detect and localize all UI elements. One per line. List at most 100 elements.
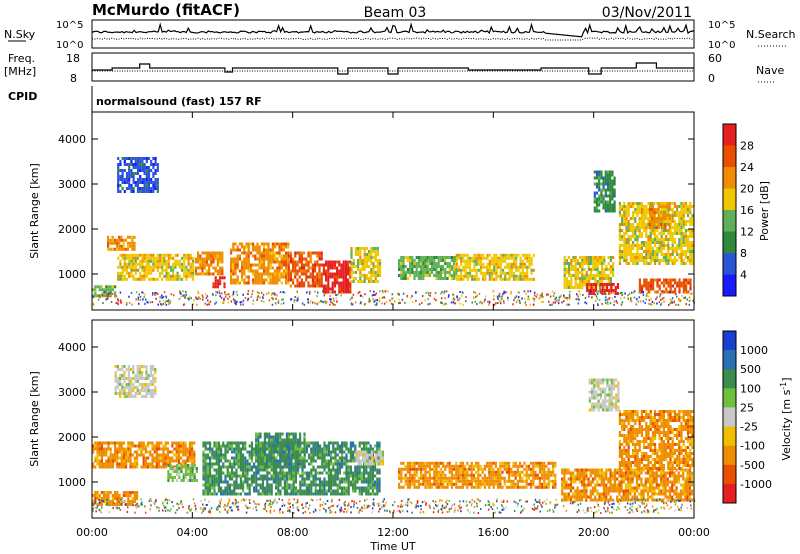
echo-cell (217, 456, 220, 460)
echo-cell (278, 269, 281, 273)
echo-cell (222, 465, 225, 469)
echo-cell (292, 492, 295, 496)
echo-cell (238, 269, 241, 273)
echo-cell (605, 289, 609, 292)
echo-cell (570, 280, 573, 283)
echo-cell (125, 456, 128, 460)
echo-cell (303, 453, 306, 457)
echo-cell (156, 265, 159, 269)
echo-cell (209, 468, 212, 472)
echo-cell (143, 169, 146, 172)
echo-cell (166, 456, 169, 460)
echo-cell (528, 253, 531, 257)
echo-cell (149, 450, 152, 454)
noise-cell (202, 298, 204, 301)
echo-cell (431, 256, 434, 259)
noise-cell (205, 296, 208, 299)
echo-cell (428, 271, 431, 274)
echo-cell (209, 492, 212, 496)
echo-cell (323, 456, 326, 460)
echo-cell (431, 265, 434, 268)
noise-cell (277, 299, 280, 302)
echo-cell (638, 253, 641, 256)
noise-cell (669, 302, 671, 305)
echo-cell (376, 268, 379, 271)
echo-cell (512, 259, 516, 263)
echo-cell (666, 205, 669, 208)
echo-cell (96, 503, 99, 506)
noise-cell (554, 297, 557, 300)
echo-cell (521, 262, 524, 266)
echo-cell (220, 456, 223, 460)
echo-cell (415, 271, 418, 274)
echo-cell (228, 471, 231, 475)
echo-cell (215, 456, 218, 460)
echo-cell (689, 235, 692, 238)
echo-cell (680, 253, 683, 256)
echo-cell (98, 441, 101, 445)
echo-cell (128, 157, 131, 160)
noise-cell (316, 295, 318, 298)
echo-cell (123, 160, 126, 163)
echo-cell (365, 277, 368, 280)
echo-cell (651, 256, 654, 259)
echo-cell (400, 277, 403, 280)
noise-cell (324, 292, 327, 295)
echo-cell (667, 281, 670, 285)
echo-cell (256, 272, 259, 276)
echo-cell (294, 450, 297, 454)
noise-cell (659, 295, 661, 298)
echo-cell (687, 205, 690, 208)
echo-cell (92, 294, 95, 298)
echo-cell (294, 260, 297, 264)
noise-cell (215, 290, 217, 293)
echo-cell (319, 492, 322, 496)
echo-cell (298, 257, 301, 261)
echo-cell (167, 262, 170, 266)
echo-cell (338, 486, 341, 490)
echo-cell (484, 271, 487, 275)
echo-cell (611, 179, 614, 183)
echo-cell (406, 271, 409, 274)
echo-cell (107, 241, 110, 245)
noise-cell (515, 301, 518, 304)
echo-cell (376, 247, 379, 250)
echo-cell (114, 459, 117, 463)
echo-cell (352, 441, 355, 445)
echo-cell (493, 256, 496, 260)
echo-cell (156, 187, 159, 190)
noise-cell (270, 294, 273, 297)
echo-cell (163, 253, 166, 257)
echo-cell (662, 205, 665, 208)
echo-cell (185, 253, 188, 257)
echo-cell (118, 241, 121, 245)
echo-cell (242, 465, 245, 469)
echo-cell (165, 265, 168, 269)
echo-cell (632, 214, 635, 217)
echo-cell (455, 262, 458, 266)
echo-cell (125, 157, 129, 160)
echo-cell (495, 277, 498, 281)
echo-cell (94, 459, 97, 463)
echo-cell (280, 245, 283, 249)
echo-cell (171, 456, 174, 460)
echo-cell (678, 253, 681, 256)
echo-cell (343, 486, 346, 490)
echo-cell (139, 181, 142, 184)
echo-cell (149, 465, 152, 469)
echo-cell (643, 256, 646, 259)
echo-cell (152, 268, 155, 272)
echo-cell (187, 467, 190, 470)
echo-cell (209, 483, 212, 487)
echo-cell (185, 271, 188, 275)
echo-cell (370, 259, 373, 262)
echo-cell (657, 208, 660, 211)
echo-cell (450, 259, 453, 262)
echo-cell (664, 205, 667, 208)
echo-cell (333, 278, 336, 282)
noise-cell (120, 301, 122, 304)
noise-cell (418, 303, 421, 306)
echo-cell (322, 266, 325, 270)
echo-cell (144, 447, 147, 451)
echo-cell (648, 220, 652, 223)
